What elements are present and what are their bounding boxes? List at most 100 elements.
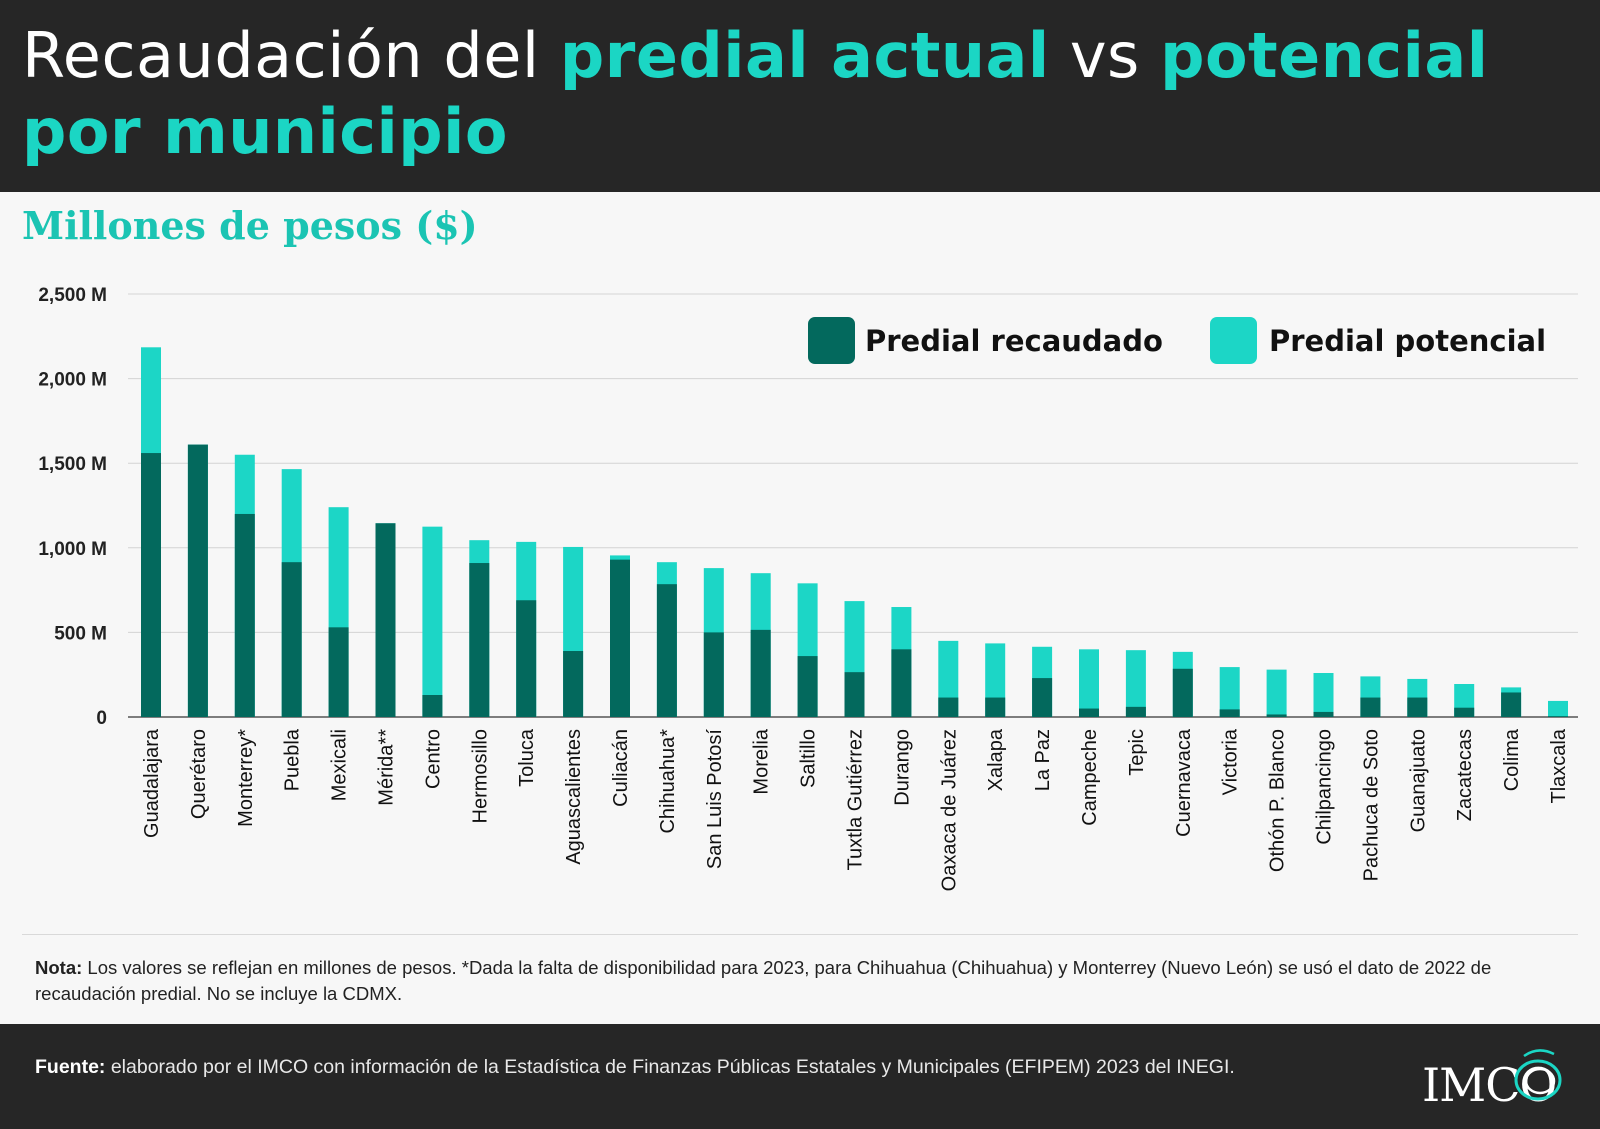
bar-recaudado [187, 444, 208, 717]
bar-recaudado [1501, 692, 1522, 717]
category-label: Toluca [516, 728, 538, 787]
bar-recaudado [938, 697, 959, 717]
bar-recaudado [1360, 697, 1381, 717]
bar-recaudado [1125, 706, 1146, 717]
bar-recaudado [1032, 678, 1053, 717]
bar-recaudado [328, 627, 349, 717]
note-label: Nota: [35, 957, 83, 978]
legend-swatch-recaudado [808, 317, 855, 364]
title-highlight-2: potencial por municipio [22, 19, 1489, 168]
header-bar: Recaudación del predial actual vs potenc… [0, 0, 1600, 192]
category-label: Othón P. Blanco [1267, 729, 1289, 872]
imco-logo: IMCO [1420, 1044, 1570, 1114]
category-label: Xalapa [985, 728, 1007, 791]
category-label: Morelia [751, 728, 773, 794]
category-label: Centro [422, 729, 444, 789]
category-label: Puebla [282, 728, 304, 791]
category-label: Hermosillo [469, 729, 491, 823]
bar-recaudado [1454, 707, 1475, 717]
bar-potencial [1079, 649, 1099, 717]
logo-text: IMCO [1422, 1058, 1557, 1112]
y-tick-label: 500 M [54, 623, 107, 644]
bar-recaudado [1313, 711, 1334, 717]
bar-recaudado [141, 453, 161, 717]
note-body: Los valores se reflejan en millones de p… [35, 957, 1492, 1004]
note-text: Nota: Los valores se reflejan en millone… [35, 955, 1555, 1007]
bar-potencial [1266, 669, 1287, 717]
bar-recaudado [985, 697, 1006, 717]
category-label: Mérida** [376, 729, 398, 806]
bar-potencial [1548, 700, 1568, 717]
bar-recaudado [563, 651, 584, 717]
bar-recaudado [1172, 668, 1193, 717]
category-label: Guadalajara [141, 728, 163, 838]
bar-recaudado [797, 656, 818, 717]
bar-recaudado [610, 559, 630, 717]
bar-recaudado [703, 632, 724, 717]
category-label: Querétaro [188, 729, 210, 819]
bar-potencial [1313, 673, 1334, 717]
category-label: Chihuahua* [657, 729, 679, 834]
category-label: Saltillo [798, 729, 820, 788]
category-label: Victoria [1220, 728, 1242, 795]
source-text: Fuente: elaborado por el IMCO con inform… [35, 1054, 1335, 1080]
y-tick-label: 0 [96, 708, 107, 729]
category-label: Mexicali [329, 729, 351, 801]
bar-chart: 0 500 M 1,000 M 1,500 M 2,000 M 2,500 M Guada… [38, 285, 1578, 891]
title-part-1: Recaudación del [22, 19, 560, 92]
category-label: Culiacán [610, 729, 632, 807]
bar-recaudado [1219, 709, 1240, 717]
y-tick-label: 1,500 M [38, 454, 107, 475]
page-title: Recaudación del predial actual vs potenc… [22, 18, 1582, 170]
legend: Predial recaudado Predial potencial [808, 317, 1546, 364]
category-label: Cuernavaca [1173, 728, 1195, 837]
y-tick-label: 2,500 M [38, 285, 107, 306]
category-label: San Luis Potosí [704, 729, 726, 870]
bar-recaudado [750, 629, 771, 717]
bar-group [141, 347, 1568, 717]
bar-recaudado [1266, 714, 1287, 717]
note-divider [22, 934, 1578, 935]
title-highlight-1: predial actual [559, 19, 1050, 92]
bar-recaudado [1407, 697, 1428, 717]
bar-recaudado [516, 600, 537, 717]
bar-potencial [422, 526, 443, 717]
grid-lines: 0 500 M 1,000 M 1,500 M 2,000 M 2,500 M [38, 285, 1578, 729]
category-label: Monterrey* [235, 729, 257, 827]
category-label: La Paz [1032, 729, 1054, 791]
legend-label-potencial: Predial potencial [1269, 324, 1546, 358]
category-label: Aguascalientes [563, 729, 585, 865]
legend-swatch-potencial [1210, 317, 1257, 364]
bar-recaudado [1079, 708, 1099, 717]
category-label: Durango [891, 729, 913, 806]
category-label: Tuxtla Gutiérrez [845, 729, 867, 871]
category-labels: Guadalajara Querétaro Monterrey* Puebla Mexi… [141, 728, 1570, 891]
bar-recaudado [234, 513, 255, 717]
footer-bar: Fuente: elaborado por el IMCO con inform… [0, 1024, 1600, 1129]
bar-recaudado [891, 649, 912, 717]
source-label: Fuente: [35, 1056, 106, 1078]
bar-recaudado [656, 584, 677, 717]
category-label: Zacatecas [1454, 729, 1476, 821]
category-label: Guanajuato [1407, 729, 1429, 832]
source-body: elaborado por el IMCO con información de… [105, 1056, 1235, 1078]
bar-recaudado [375, 523, 396, 717]
bar-recaudado [469, 563, 490, 717]
bar-recaudado [422, 695, 443, 717]
category-label: Campeche [1079, 729, 1101, 826]
bar-potencial [1125, 650, 1146, 717]
bar-recaudado [281, 562, 302, 717]
category-label: Colima [1501, 728, 1523, 791]
bar-recaudado [844, 672, 865, 717]
chart-subtitle: Millones de pesos ($) [22, 203, 478, 248]
bar-recaudado [1548, 716, 1568, 717]
y-tick-label: 2,000 M [38, 370, 107, 391]
legend-label-recaudado: Predial recaudado [865, 324, 1163, 358]
category-label: Pachuca de Soto [1360, 729, 1382, 881]
category-label: Oaxaca de Juárez [938, 729, 960, 891]
bar-potencial [1219, 667, 1240, 717]
category-label: Tlaxcala [1548, 728, 1570, 803]
y-tick-label: 1,000 M [38, 539, 107, 560]
category-label: Chilpancingo [1314, 729, 1336, 845]
logo-swirl-icon [1514, 1049, 1562, 1101]
